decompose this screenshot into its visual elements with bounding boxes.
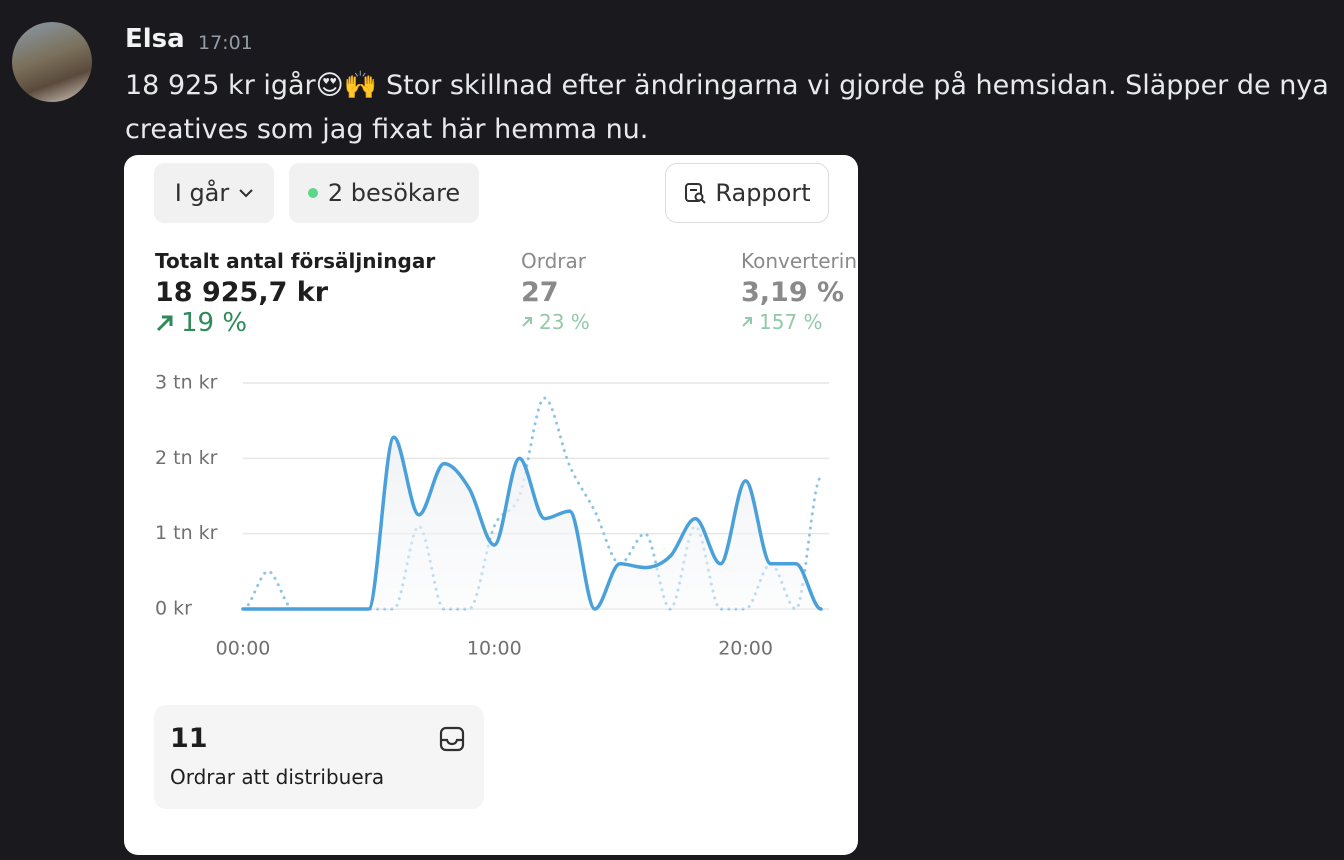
- up-arrow-icon: [742, 317, 752, 327]
- live-dot: [307, 188, 318, 198]
- x-tick-label: 20:00: [718, 638, 773, 660]
- fulfill-label: Ordrar att distribuera: [170, 765, 385, 789]
- metric-value: 27: [521, 277, 559, 308]
- metric-change-value: 157 %: [759, 310, 823, 334]
- y-tick-label: 3 tn kr: [155, 372, 218, 394]
- avatar[interactable]: [12, 22, 92, 102]
- chart: 0 kr 1 tn kr 2 tn kr 3 tn kr 00:00 10:00 20:00: [155, 372, 829, 660]
- up-arrow-icon: [522, 317, 532, 327]
- area: [243, 437, 821, 609]
- metric-label: Ordrar: [521, 249, 587, 273]
- inbox-icon: [439, 726, 465, 752]
- fulfill-count: 11: [170, 723, 208, 754]
- image-attachment[interactable]: 0 kr 1 tn kr 2 tn kr 3 tn kr 00:00 10:00 20:00…: [124, 155, 858, 855]
- sales-line: [241, 435, 823, 611]
- metric[interactable]: Totalt antal försäljningar 18 925,7 kr 1…: [155, 249, 435, 338]
- x-tick-label: 00:00: [216, 638, 271, 660]
- metric-label: Konvertering: [741, 249, 858, 273]
- metric-value: 3,19 %: [741, 277, 845, 308]
- chevron-icon: [239, 189, 253, 198]
- metric-change: 19 %: [155, 308, 435, 338]
- period-label: I går: [174, 179, 230, 207]
- fulfill-card[interactable]: 11 Ordrar att distribuera: [154, 705, 484, 809]
- report-icon: [685, 183, 707, 204]
- period-select[interactable]: I går: [154, 163, 274, 223]
- metric-change: 157 %: [741, 310, 858, 334]
- visitors-label: 2 besökare: [327, 179, 461, 207]
- report-button[interactable]: Rapport: [665, 163, 829, 223]
- x-tick-label: 10:00: [467, 638, 522, 660]
- y-tick-label: 0 kr: [155, 598, 192, 620]
- y-tick-label: 1 tn kr: [155, 522, 218, 544]
- metric-change-value: 19 %: [181, 308, 248, 338]
- metric-label: Totalt antal försäljningar: [155, 249, 436, 273]
- metric[interactable]: Konvertering 3,19 % 157 %: [741, 249, 858, 334]
- metric-change: 23 %: [521, 310, 590, 334]
- author[interactable]: Elsa: [125, 24, 185, 54]
- report-label: Rapport: [715, 179, 811, 207]
- metric-value: 18 925,7 kr: [155, 277, 329, 308]
- up-arrow-icon: [156, 315, 173, 332]
- metric-change-value: 23 %: [539, 310, 590, 334]
- message-text: 18 925 kr igår😍🙌 Stor skillnad efter änd…: [125, 70, 1329, 145]
- visitors-pill[interactable]: 2 besökare: [289, 163, 479, 223]
- timestamp: 17:01: [198, 32, 253, 54]
- y-tick-label: 2 tn kr: [155, 447, 218, 469]
- metric[interactable]: Ordrar 27 23 %: [521, 249, 590, 334]
